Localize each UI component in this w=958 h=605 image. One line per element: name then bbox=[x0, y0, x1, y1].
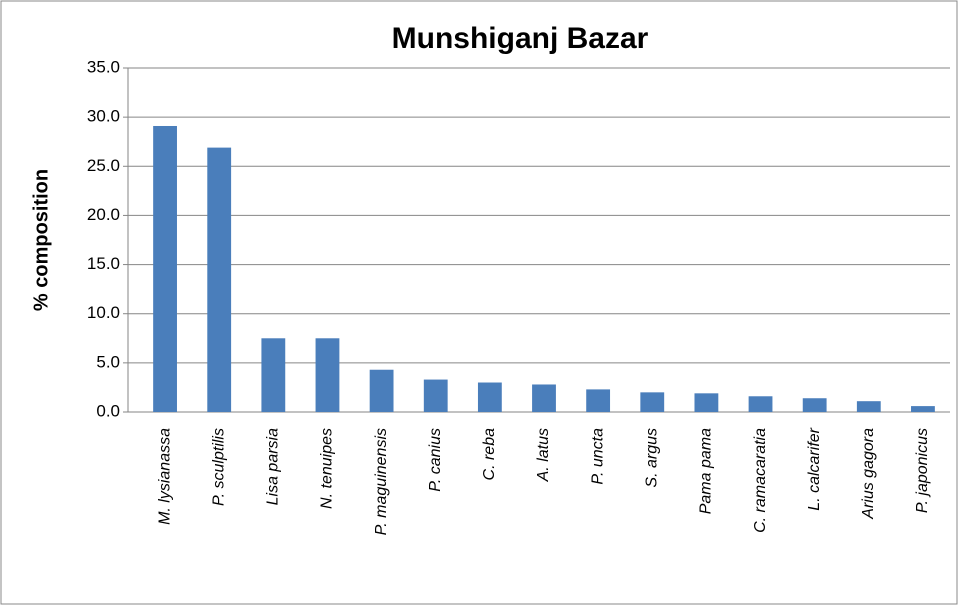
x-tick-label: N. tenuipes bbox=[319, 428, 336, 509]
bar bbox=[640, 392, 665, 412]
x-tick-label: P. canius bbox=[427, 428, 444, 492]
y-tick-label: 0.0 bbox=[96, 401, 120, 420]
x-tick-label: M. lysianassa bbox=[156, 428, 173, 525]
bar bbox=[261, 338, 286, 412]
y-tick-label: 35.0 bbox=[87, 57, 120, 76]
x-tick-label: Arius gagora bbox=[860, 428, 877, 520]
bar bbox=[802, 398, 827, 412]
x-tick-label: P. maguinensis bbox=[373, 428, 390, 535]
bar bbox=[748, 396, 773, 412]
x-tick-label: Pama pama bbox=[698, 428, 715, 514]
y-tick-label: 5.0 bbox=[96, 352, 120, 371]
bar bbox=[586, 389, 611, 412]
chart-title: Munshiganj Bazar bbox=[392, 22, 649, 55]
bar bbox=[423, 379, 448, 412]
bar bbox=[911, 406, 935, 412]
y-tick-label: 15.0 bbox=[87, 254, 120, 273]
bar bbox=[207, 147, 232, 412]
x-tick-label: P. uncta bbox=[589, 428, 606, 485]
y-tick-label: 20.0 bbox=[87, 205, 120, 224]
y-axis-label: % composition bbox=[30, 169, 52, 311]
x-tick-label: P. sculptilis bbox=[210, 428, 227, 506]
bar bbox=[856, 401, 881, 412]
bar bbox=[153, 125, 177, 412]
bar bbox=[369, 369, 394, 412]
x-tick-label: A. latus bbox=[535, 428, 552, 482]
y-tick-label: 30.0 bbox=[87, 107, 120, 126]
x-tick-label: P. japonicus bbox=[914, 428, 931, 513]
x-tick-label: S. argus bbox=[643, 428, 660, 488]
bar bbox=[532, 384, 556, 412]
y-tick-label: 10.0 bbox=[87, 303, 120, 322]
bar bbox=[315, 338, 340, 412]
bar bbox=[694, 393, 719, 412]
x-tick-label: C. reba bbox=[481, 428, 498, 481]
x-tick-label: L. calcarifer bbox=[806, 427, 823, 510]
y-tick-label: 25.0 bbox=[87, 156, 120, 175]
x-tick-label: C. ramacaratia bbox=[752, 428, 769, 533]
bar bbox=[477, 382, 502, 412]
x-tick-label: Lisa parsia bbox=[265, 428, 282, 505]
